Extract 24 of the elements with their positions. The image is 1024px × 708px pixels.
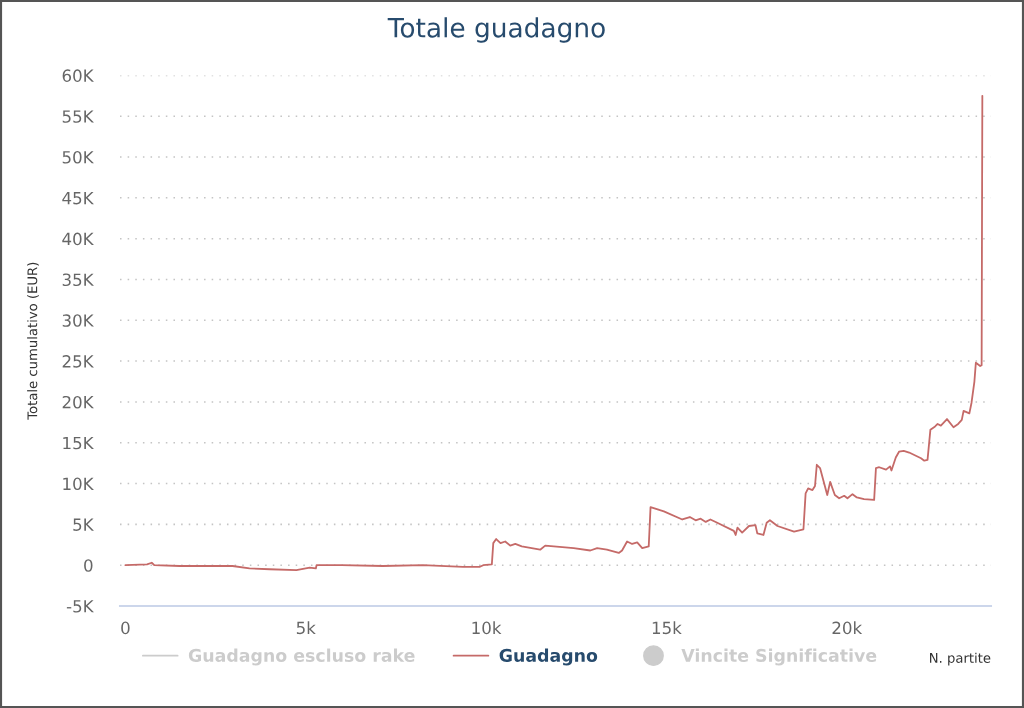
y-tick-label: 5K (73, 518, 94, 531)
y-tick-label: 35K (62, 273, 94, 287)
y-tick-label: 20K (62, 395, 94, 409)
y-tick-label: 25K (62, 355, 94, 368)
y-tick-label: 30K (62, 314, 94, 327)
y-tick-label: 55K (62, 110, 94, 123)
x-tick-label: 10k (472, 621, 502, 635)
chart-title: Totale guadagno (387, 17, 605, 43)
y-tick-label: -5K (66, 600, 94, 613)
y-tick-label: 10K (63, 477, 94, 491)
y-tick-label: 45K (62, 192, 94, 205)
x-tick-label: 20k (832, 621, 863, 635)
line-series (124, 94, 984, 571)
y-tick-label: 60K (62, 69, 94, 82)
y-tick-label: 15K (63, 436, 94, 450)
x-tick-label: 15k (652, 621, 682, 635)
legend-label: Guadagno (499, 648, 598, 666)
x-tick-label: 5k (296, 621, 316, 635)
y-tick-label: 50K (62, 150, 94, 164)
y-tick-label: 0 (84, 559, 93, 572)
x-axis-title: N. partite (930, 652, 991, 666)
x-tick-label: 0 (121, 621, 130, 635)
y-tick-label: 40K (62, 232, 94, 246)
y-axis-title: Totale cumulativo (EUR) (27, 262, 39, 420)
